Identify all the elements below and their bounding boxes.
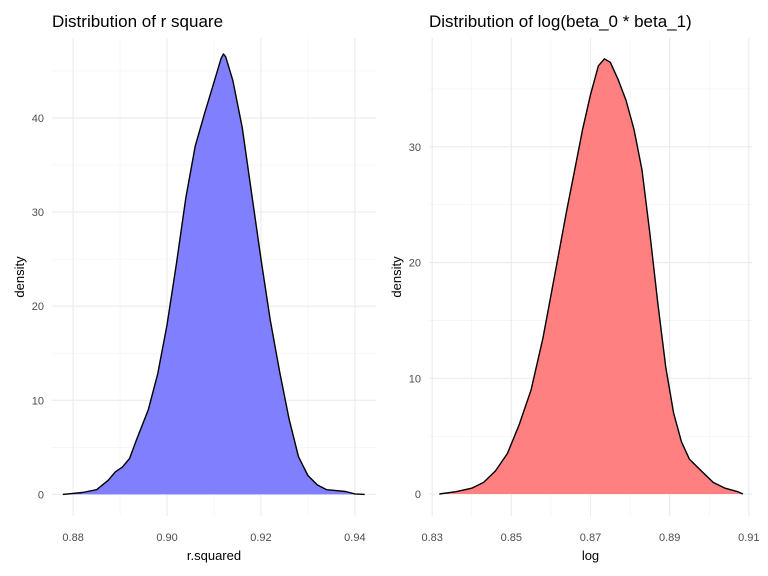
y-tick-label: 40	[32, 113, 44, 125]
density-area	[439, 58, 743, 495]
x-tick-label: 0.83	[421, 532, 442, 544]
y-tick-label: 0	[38, 489, 44, 501]
panel-1: 0.88 0.90 0.92 0.94 0 10 20 30 40 r.squared densit…	[12, 12, 376, 563]
chart-title: Distribution of log(beta_0 * beta_1)	[429, 12, 692, 31]
x-axis-title: r.squared	[187, 548, 241, 563]
y-tick-label: 0	[415, 489, 421, 501]
chart-title: Distribution of r square	[52, 12, 223, 31]
x-tick-label: 0.91	[738, 532, 759, 544]
x-tick-label: 0.90	[156, 532, 177, 544]
y-tick-label: 20	[32, 301, 44, 313]
x-tick-label: 0.88	[62, 532, 83, 544]
panel-2: 0.83 0.85 0.87 0.89 0.91 0 10 20 30 log density Dis…	[389, 12, 760, 563]
y-tick-label: 30	[409, 142, 421, 154]
y-axis-title: density	[389, 256, 404, 298]
x-tick-label: 0.87	[580, 532, 601, 544]
x-axis-title: log	[582, 548, 599, 563]
x-tick-label: 0.92	[250, 532, 271, 544]
y-tick-label: 30	[32, 207, 44, 219]
x-tick-label: 0.89	[659, 532, 680, 544]
y-tick-label: 10	[409, 373, 421, 385]
density-curve	[439, 58, 744, 495]
density-area	[62, 54, 365, 495]
x-tick-label: 0.85	[501, 532, 522, 544]
density-curve	[62, 53, 365, 496]
y-axis-title: density	[12, 256, 27, 298]
y-tick-label: 20	[409, 258, 421, 270]
x-tick-label: 0.94	[344, 532, 365, 544]
y-tick-label: 10	[32, 395, 44, 407]
